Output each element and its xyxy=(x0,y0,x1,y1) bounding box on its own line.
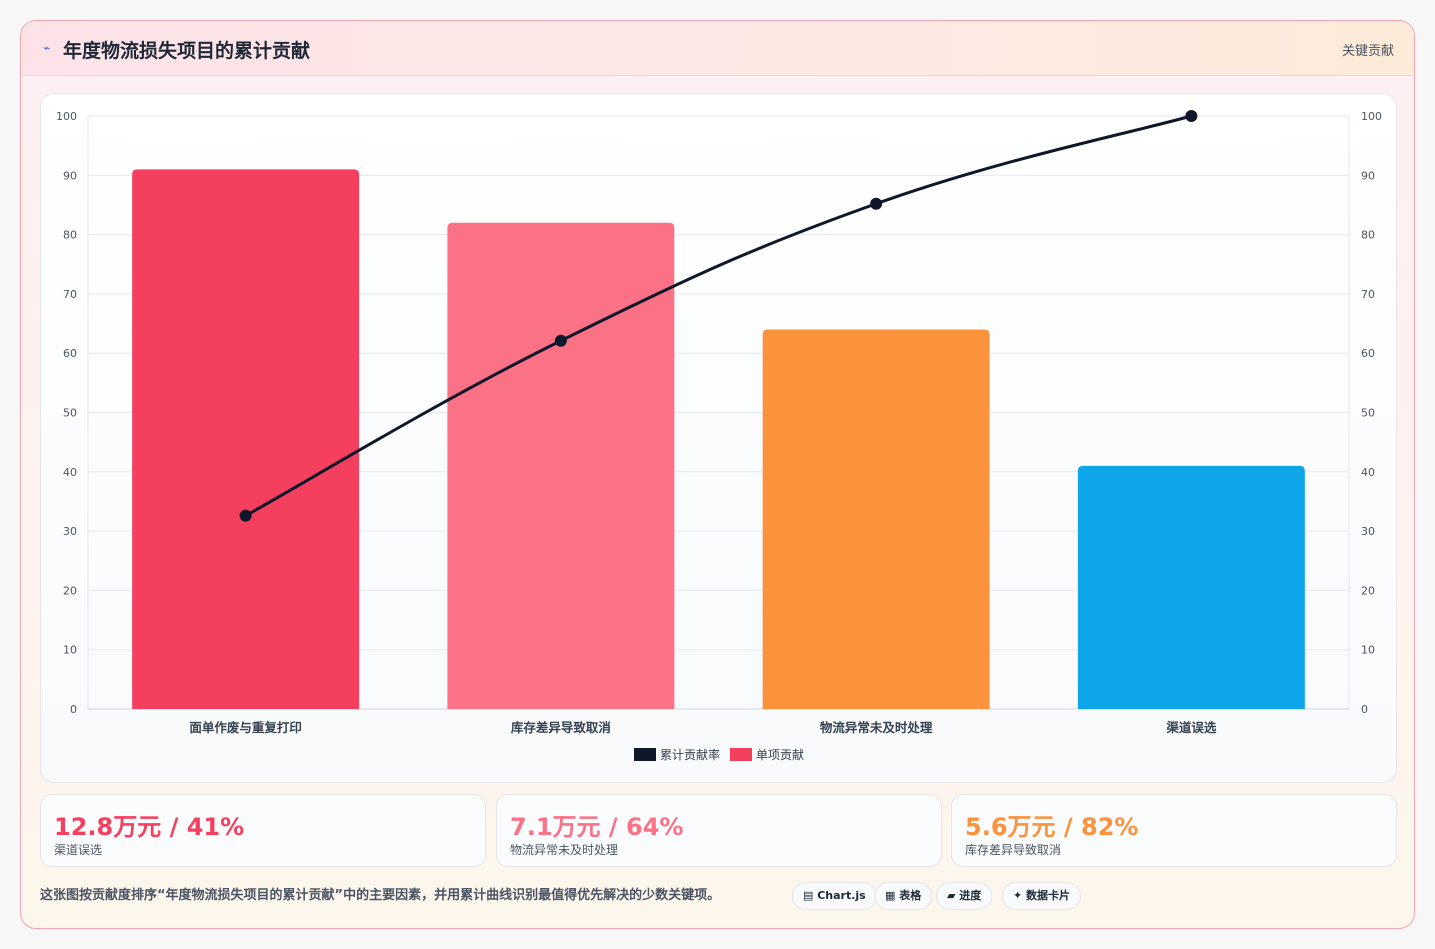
x-tick-label: 库存差异导致取消 xyxy=(511,720,612,735)
y-tick-label: 10 xyxy=(63,644,77,657)
pareto-chart: 0 10 20 30 40 50 60 70 80 90 100 0 10 20 30 40 50 60 70 80 9… xyxy=(56,110,1382,762)
sparkline-icon: ⌁ xyxy=(43,41,51,55)
y-tick-label: 70 xyxy=(63,288,77,301)
y2-tick-label: 80 xyxy=(1361,229,1375,242)
cumulative-line xyxy=(244,114,1192,517)
stat-cards: 12.8万元 / 41% 渠道误选 7.1万元 / 64% 物流异常未及时处理 … xyxy=(40,794,1397,867)
y2-tick-label: 90 xyxy=(1361,169,1375,182)
y-tick-label: 0 xyxy=(70,703,77,716)
y2-tick-label: 70 xyxy=(1361,288,1375,301)
bar xyxy=(132,169,360,709)
y2-tick-label: 100 xyxy=(1361,110,1382,123)
cumulative-point xyxy=(870,197,883,210)
y-tick-label: 60 xyxy=(63,347,77,360)
x-tick-label: 面单作废与重复打印 xyxy=(189,720,302,735)
bar xyxy=(447,222,675,710)
x-tick-label: 渠道误选 xyxy=(1166,720,1217,735)
cumulative-point xyxy=(554,334,567,347)
chip-chartjs[interactable]: ▤ Chart.js xyxy=(792,882,877,910)
stat-label: 库存差异导致取消 xyxy=(965,843,1062,857)
chart-card: ⌁ 年度物流损失项目的累计贡献 关键贡献 0 10 20 30 40 50 60 70 80 90… xyxy=(20,20,1415,929)
y-tick-label: 30 xyxy=(63,525,77,538)
stat-value: 5.6万元 / 82% xyxy=(965,813,1139,841)
chart-description: 这张图按贡献度排序“年度物流损失项目的累计贡献”中的主要因素，并用累计曲线识别最… xyxy=(40,888,721,903)
legend-label: 累计贡献率 xyxy=(660,747,720,762)
cumulative-point xyxy=(1185,110,1198,122)
y-tick-label: 50 xyxy=(63,407,77,420)
chart-panel: 0 10 20 30 40 50 60 70 80 90 100 0 10 20 30 40 50 60 70 80 9… xyxy=(40,93,1397,783)
legend-label: 单项贡献 xyxy=(756,747,804,762)
y2-tick-label: 20 xyxy=(1361,584,1375,597)
stat-value: 7.1万元 / 64% xyxy=(510,813,684,841)
y-tick-label: 90 xyxy=(63,169,77,182)
x-tick-label: 物流异常未及时处理 xyxy=(820,720,933,735)
legend-swatch xyxy=(634,748,656,761)
y-tick-label: 100 xyxy=(56,110,77,123)
y2-tick-label: 60 xyxy=(1361,347,1375,360)
bar xyxy=(762,329,990,709)
chip-data-card[interactable]: ✦ 数据卡片 xyxy=(1002,882,1082,910)
y2-tick-label: 0 xyxy=(1361,703,1368,716)
stat-label: 渠道误选 xyxy=(54,843,103,857)
y-tick-label: 80 xyxy=(63,229,77,242)
stat-card: 12.8万元 / 41% 渠道误选 xyxy=(40,794,486,867)
bar xyxy=(1077,465,1305,709)
y2-tick-label: 50 xyxy=(1361,407,1375,420)
stat-card: 7.1万元 / 64% 物流异常未及时处理 xyxy=(496,794,942,867)
y2-tick-label: 10 xyxy=(1361,644,1375,657)
y-tick-label: 40 xyxy=(63,466,77,479)
y2-tick-label: 40 xyxy=(1361,466,1375,479)
cumulative-point xyxy=(239,509,252,522)
y-tick-label: 20 xyxy=(63,584,77,597)
stat-label: 物流异常未及时处理 xyxy=(510,843,619,857)
page-title: 年度物流损失项目的累计贡献 xyxy=(63,40,311,62)
chip-table[interactable]: ▦ 表格 xyxy=(874,882,933,910)
card-header: ⌁ 年度物流损失项目的累计贡献 关键贡献 xyxy=(21,21,1414,76)
key-contribution-badge: 关键贡献 xyxy=(1341,44,1394,59)
stat-card: 5.6万元 / 82% 库存差异导致取消 xyxy=(951,794,1397,867)
legend-swatch xyxy=(730,748,752,761)
y2-tick-label: 30 xyxy=(1361,525,1375,538)
stat-value: 12.8万元 / 41% xyxy=(54,813,245,841)
chip-progress[interactable]: ▰ 进度 xyxy=(936,882,993,910)
